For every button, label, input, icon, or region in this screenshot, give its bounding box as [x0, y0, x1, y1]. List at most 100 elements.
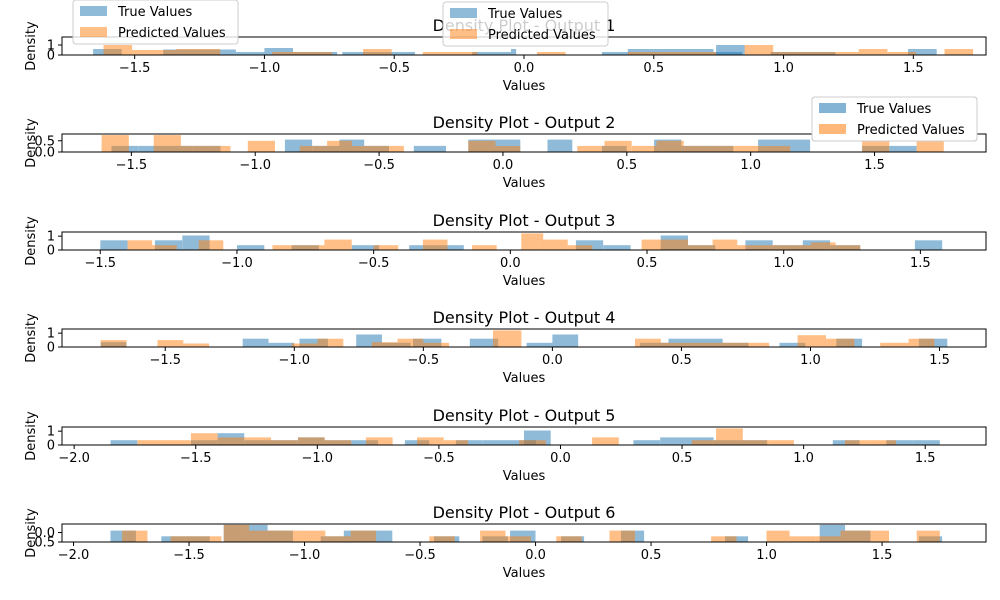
histogram-bar	[712, 239, 738, 250]
histogram-bar	[366, 530, 393, 542]
histogram-bar	[351, 245, 380, 250]
x-tick-label: −1.0	[302, 451, 334, 466]
histogram-bar	[469, 338, 499, 347]
histogram-bar	[379, 145, 404, 152]
axes-frame	[61, 133, 987, 153]
legend-swatch	[819, 103, 846, 113]
histogram-bar	[601, 52, 628, 55]
legend-box	[442, 1, 609, 47]
histogram-bar	[417, 437, 444, 445]
x-tick-label: −2.0	[58, 548, 90, 563]
histogram-bar	[138, 145, 166, 152]
histogram-bar	[472, 52, 511, 55]
axes-frame	[61, 426, 987, 446]
histogram-bar	[914, 240, 943, 250]
histogram-bar	[556, 536, 582, 542]
x-axis-label: Values	[503, 274, 546, 289]
histogram-bar	[743, 342, 770, 347]
chart-title: Density Plot - Output 2	[433, 113, 616, 132]
x-axis-label: Values	[503, 79, 546, 94]
x-tick-label: 0.0	[550, 451, 571, 466]
legend-swatch	[450, 29, 477, 39]
histogram-bar	[735, 145, 763, 152]
histogram-bar	[763, 145, 791, 152]
histogram-bar	[660, 342, 690, 347]
histogram-bar	[207, 49, 236, 55]
x-tick-label: −1.0	[239, 158, 271, 173]
legend-label: True Values	[117, 5, 192, 20]
histogram-bar	[773, 52, 802, 55]
histogram-bar	[789, 536, 815, 542]
histogram-bar	[389, 52, 415, 55]
histogram-bar	[659, 52, 717, 55]
histogram-bar	[886, 440, 913, 445]
histogram-bar	[101, 135, 129, 152]
series-predicted-values	[103, 45, 974, 55]
histogram-bar	[493, 330, 522, 347]
histogram-bar	[153, 135, 181, 152]
histogram-bar	[272, 52, 301, 55]
histogram-bar	[865, 530, 889, 542]
histogram-bar	[552, 334, 579, 347]
histogram-bar	[495, 145, 521, 152]
histogram-bar	[797, 335, 826, 347]
histogram-bar	[660, 437, 687, 445]
histogram-bar	[122, 530, 148, 542]
histogram-bar	[157, 340, 184, 347]
histogram-bar	[137, 440, 165, 445]
x-tick-label: −0.5	[408, 353, 440, 368]
y-axis-label: Density	[24, 411, 39, 461]
legend-label: Predicted Values	[488, 28, 596, 43]
x-tick-label: 0.5	[643, 61, 664, 76]
x-tick-label: 1.5	[929, 353, 950, 368]
histogram-bar	[708, 145, 736, 152]
histogram-bar	[871, 440, 896, 445]
histogram-bar	[916, 140, 944, 153]
histogram-bar	[547, 139, 573, 152]
x-tick-label: 1.5	[872, 548, 893, 563]
x-tick-label: 1.0	[773, 256, 794, 271]
histogram-bar	[371, 342, 398, 347]
x-axis-label: Values	[503, 566, 546, 581]
x-tick-label: −0.5	[358, 256, 390, 271]
histogram-bar	[737, 245, 762, 250]
x-axis-label: Values	[503, 176, 546, 191]
x-tick-label: 0.0	[493, 158, 514, 173]
histogram-bar	[351, 145, 379, 152]
histogram-bar	[351, 440, 379, 445]
chart-title: Density Plot - Output 5	[433, 406, 616, 425]
histogram-bar	[609, 530, 635, 542]
legend-swatch	[80, 6, 107, 16]
histogram-bar	[715, 342, 744, 347]
x-tick-label: −1.5	[119, 61, 151, 76]
histogram-bar	[272, 245, 298, 250]
legend: True Values Predicted Values	[442, 1, 609, 47]
histogram-bar	[683, 145, 709, 152]
histogram-bar	[526, 342, 553, 347]
histogram-bar	[317, 338, 344, 347]
histogram-bar	[845, 440, 872, 445]
y-axis-label: Density	[24, 508, 39, 558]
histogram-bar	[716, 45, 745, 55]
histogram-bar	[830, 52, 859, 55]
histogram-bar	[423, 342, 450, 347]
histogram-bar	[268, 342, 295, 347]
x-tick-label: 0.5	[672, 451, 693, 466]
x-tick-label: 1.0	[756, 548, 777, 563]
x-tick-label: 1.0	[800, 353, 821, 368]
histogram-bar	[160, 50, 177, 55]
histogram-bar	[132, 50, 161, 55]
histogram-bar	[327, 140, 352, 153]
histogram-bar	[604, 140, 632, 153]
legend-label: Predicted Values	[118, 26, 226, 41]
histogram-bar	[577, 145, 605, 152]
x-tick-label: 0.0	[542, 353, 563, 368]
legend-box	[72, 0, 239, 45]
histogram-bar	[350, 530, 377, 542]
histogram-bar	[826, 338, 855, 347]
histogram-bar	[100, 240, 128, 250]
histogram-bar	[815, 536, 841, 542]
histogram-bar	[480, 530, 506, 542]
